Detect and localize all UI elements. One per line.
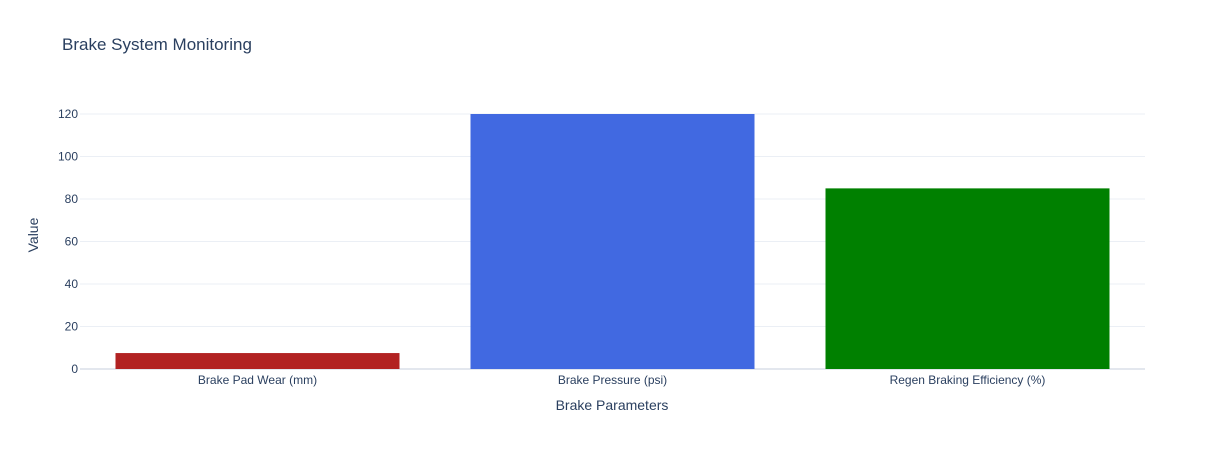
y-tick-label: 60 xyxy=(65,235,79,249)
y-tick-label: 20 xyxy=(65,320,79,334)
x-tick-label: Brake Pad Wear (mm) xyxy=(198,373,317,387)
y-tick-label: 80 xyxy=(65,192,79,206)
x-tick-label: Regen Braking Efficiency (%) xyxy=(890,373,1046,387)
x-tick-label: Brake Pressure (psi) xyxy=(558,373,667,387)
y-axis-title: Value xyxy=(25,217,41,252)
y-tick-label: 40 xyxy=(65,277,79,291)
bars xyxy=(115,114,1110,369)
bar-1[interactable] xyxy=(470,114,755,369)
y-tick-label: 120 xyxy=(58,107,78,121)
y-tick-label: 0 xyxy=(71,362,78,376)
bar-2[interactable] xyxy=(825,188,1110,369)
y-tick-label: 100 xyxy=(58,150,78,164)
y-axis-ticks: 0 20 40 60 80 100 120 xyxy=(58,107,78,376)
bar-0[interactable] xyxy=(115,353,400,369)
x-axis-title: Brake Parameters xyxy=(556,397,669,413)
chart-title: Brake System Monitoring xyxy=(62,35,252,54)
x-axis-ticks: Brake Pad Wear (mm) Brake Pressure (psi) R… xyxy=(198,373,1046,387)
